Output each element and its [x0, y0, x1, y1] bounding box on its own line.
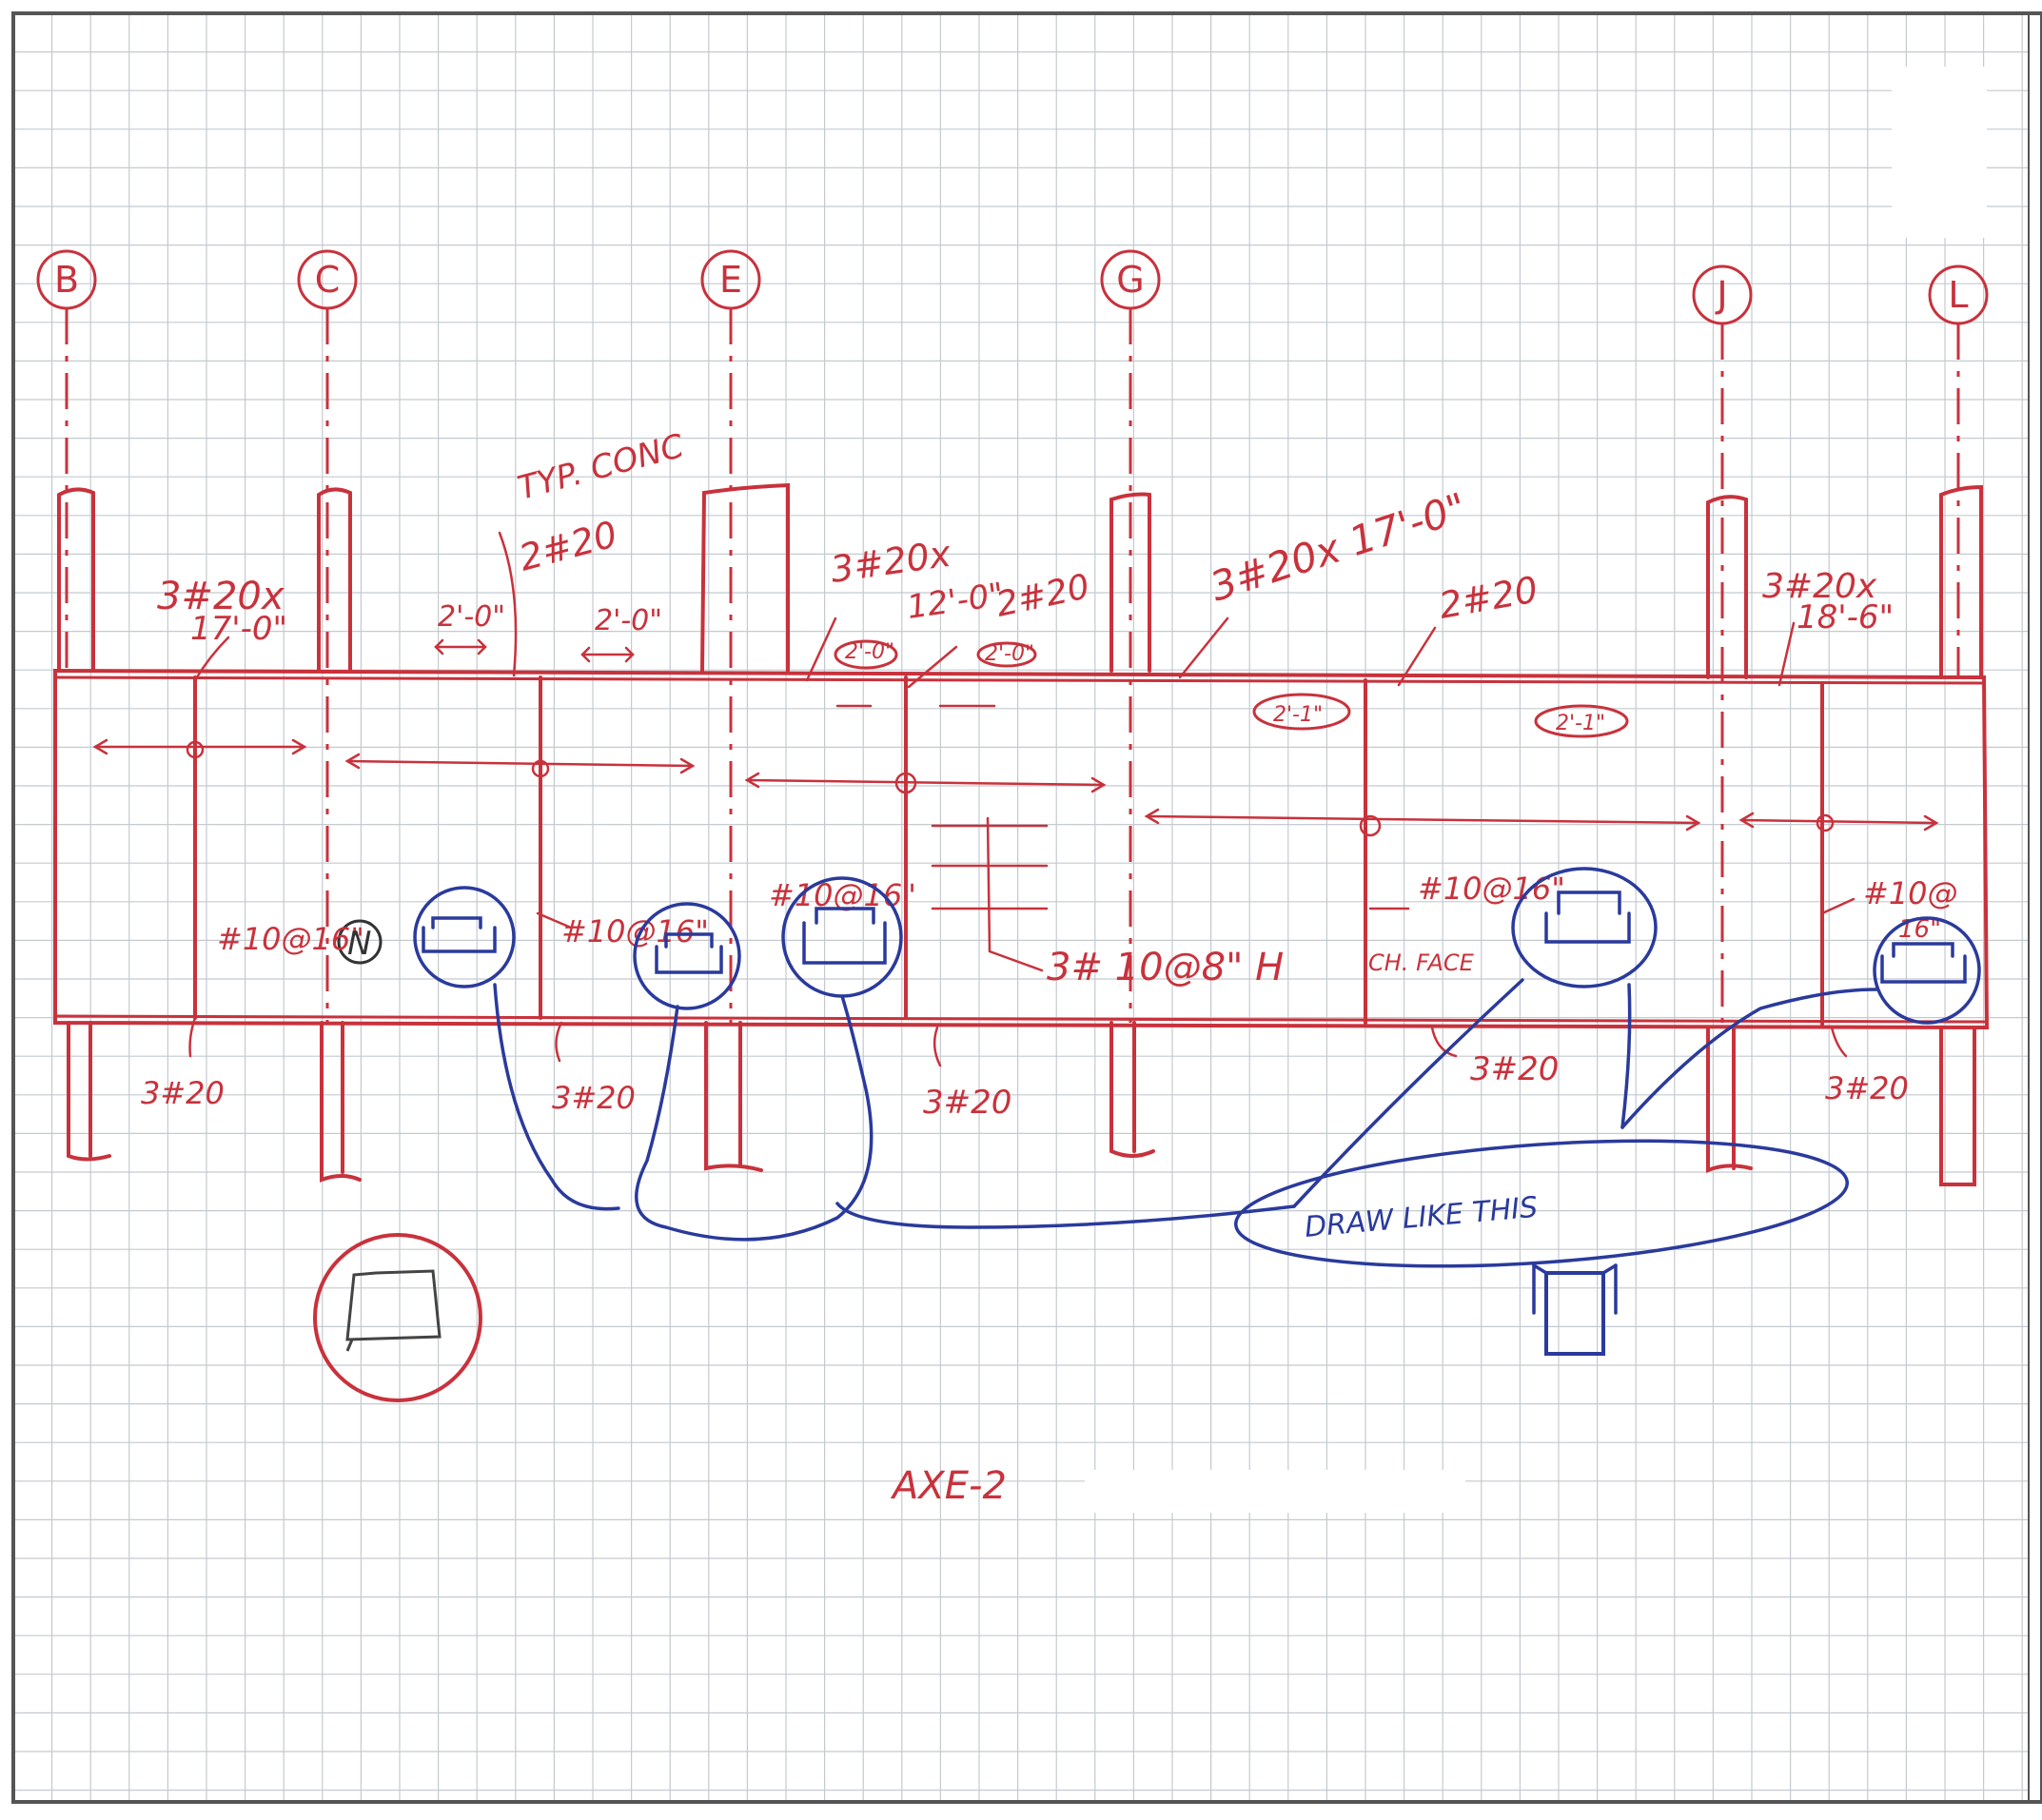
section-sketch-inside-circle [345, 1269, 442, 1352]
blue-circled-section-1 [413, 886, 516, 988]
connector-curve-2 [635, 994, 874, 1242]
label-ch-face: CH. FACE [1368, 949, 1475, 976]
label-bottom-4: 3#20 [1470, 1050, 1559, 1088]
grid-label-C: C [315, 259, 341, 301]
label-dim-2-0-c: 2'-0" [845, 640, 894, 664]
section-circle [313, 1233, 482, 1402]
columns-above [57, 482, 1983, 679]
label-beam1-line2: 17'-0" [190, 610, 287, 648]
section-mark [337, 919, 383, 965]
label-beam6-line1: 3#20x [1762, 567, 1877, 606]
blank-strip [1085, 1470, 1465, 1513]
connector-curve-6 [1620, 988, 1878, 1129]
blank-patch [1892, 67, 1987, 238]
blue-circled-section-4 [1511, 867, 1658, 988]
grid-label-L: L [1948, 274, 1968, 316]
label-dim-2-0-d: 2'-0" [985, 642, 1034, 666]
label-dim-2-1-b: 2'-1" [1556, 712, 1605, 735]
label-bottom-1: 3#20 [141, 1075, 225, 1111]
label-stirrup-5-line1: #10@ [1863, 875, 1958, 911]
grid-bubble-L [1928, 264, 1989, 677]
sheet-border [11, 11, 2042, 1804]
label-bottom-5: 3#20 [1825, 1070, 1909, 1106]
leader-lines [188, 531, 1855, 1067]
grid-bubble-B [36, 249, 97, 671]
label-section-n: N [347, 925, 371, 963]
vertical-dividers [193, 675, 1824, 1027]
grid-label-E: E [719, 259, 742, 301]
connector-curve-1 [493, 983, 620, 1211]
label-beam6-line2: 18'-6" [1797, 598, 1894, 636]
bar-callout-ellipses [834, 639, 1629, 738]
label-beam1-line1: 3#20x [157, 575, 285, 618]
grid-label-G: G [1116, 259, 1144, 301]
blue-markup [413, 867, 1981, 1356]
bar-dimension-ticks [434, 638, 996, 708]
blue-circled-section-2 [633, 902, 741, 1010]
blue-circled-section-5 [1873, 916, 1981, 1025]
grid-bubble-G [1100, 249, 1161, 1023]
columns-below [67, 1021, 1976, 1186]
connector-curve-5 [1620, 983, 1632, 1129]
grid-bubble-C [297, 249, 358, 1023]
horizontal-bars-detail [931, 816, 1049, 972]
drawing-title: AXE-2 [890, 1464, 1007, 1508]
beam-elevation [53, 482, 1990, 1402]
label-dim-2-0-a: 2'-0" [438, 600, 505, 634]
beam-outline [53, 668, 1990, 1030]
grid-bubble-E [700, 249, 761, 1023]
label-bottom-2: 3#20 [552, 1080, 636, 1116]
grid-label-B: B [54, 259, 79, 301]
label-dim-2-1-a: 2'-1" [1273, 703, 1323, 727]
label-bottom-3: 3#20 [923, 1084, 1011, 1122]
grid-label-J: J [1715, 274, 1727, 316]
grid-line-markers [36, 249, 1989, 1023]
top-rebar-line [53, 675, 1986, 685]
span-dimensions [92, 738, 1939, 837]
grid-bubble-J [1692, 264, 1753, 1023]
label-horizontal-bars: 3# 10@8" H [1047, 946, 1284, 989]
draw-like-this-ellipse [1234, 1139, 1849, 1268]
label-stirrup-4: #10@16" [1418, 871, 1565, 907]
bottom-rebar-line [53, 1014, 1986, 1024]
label-stirrup-1: #10@16" [217, 921, 364, 957]
label-dim-2-0-b: 2'-0" [595, 604, 662, 637]
example-section [1532, 1263, 1618, 1356]
connector-curve-3 [835, 1202, 1296, 1229]
